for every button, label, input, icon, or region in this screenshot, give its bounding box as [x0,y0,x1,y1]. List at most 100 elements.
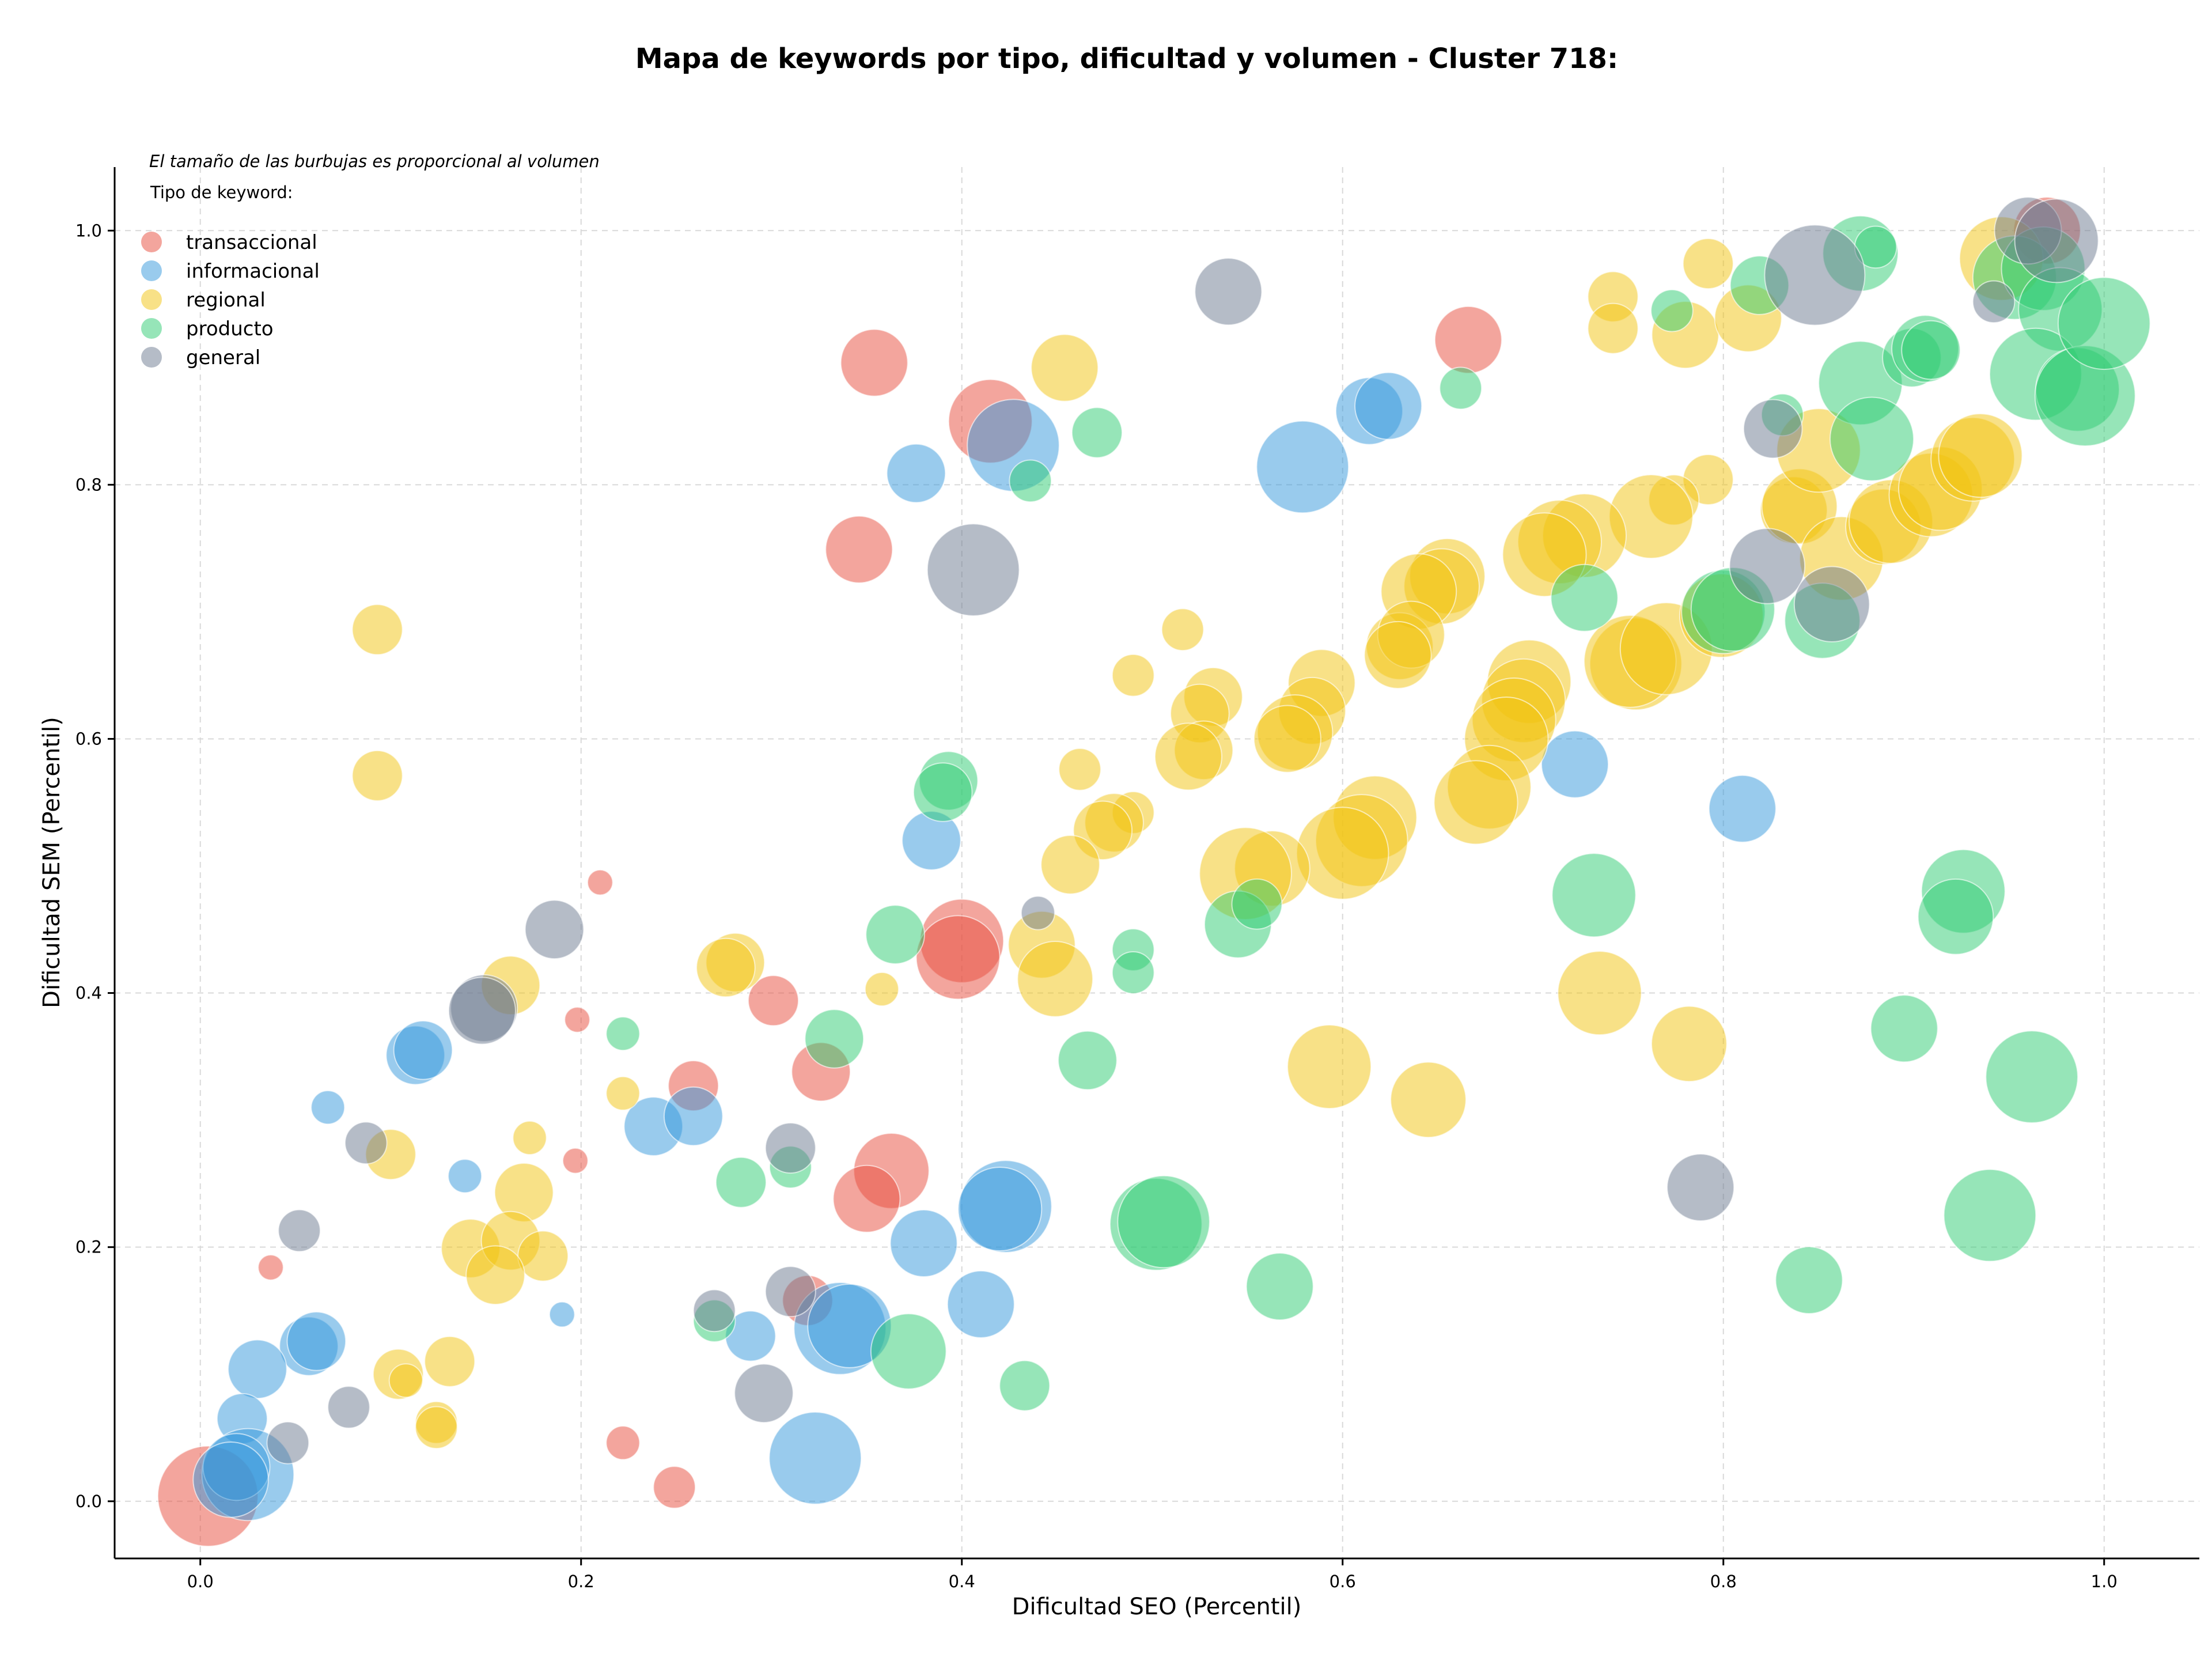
bubble-producto [605,1016,641,1051]
chart-title: Mapa de keywords por tipo, dificultad y … [635,43,1618,75]
bubble-informacional [548,1301,575,1328]
legend-label-regional: regional [186,289,266,312]
bubble-informacional [1354,372,1423,440]
bubble-regional [517,1230,569,1282]
bubble-producto [1775,1246,1843,1314]
bubble-general [2014,198,2099,283]
bubble-producto [870,1313,947,1390]
bubble-regional [1557,951,1642,1036]
bubble-general [1729,528,1806,604]
x-tick-label: 0.2 [568,1572,594,1591]
y-tick-label: 0.8 [75,475,102,494]
x-tick-label: 0.6 [1330,1572,1356,1591]
legend-label-general: general [186,346,260,369]
bubble-regional [1296,807,1389,900]
bubble-regional [1017,941,1093,1017]
bubble-regional [351,604,403,656]
bubble-informacional [1708,774,1777,843]
bubble-transaccional [257,1254,284,1281]
y-tick-label: 1.0 [75,221,102,240]
bubble-producto [999,1360,1051,1412]
legend-label-informacional: informacional [186,260,320,283]
bubble-regional [605,1076,641,1111]
bubble-regional [1938,413,2023,498]
bubble-transaccional [825,515,893,584]
legend-title: Tipo de keyword: [150,183,293,202]
bubble-regional [864,971,899,1007]
bubble-regional [465,1245,525,1305]
bubble-informacional [286,1311,347,1371]
bubble-regional [1390,1061,1467,1138]
bubble-general [1743,399,1803,459]
y-axis-label: Dificultad SEM (Percentil) [39,717,65,1008]
bubble-informacional [889,1209,958,1277]
bubble-informacional [1541,730,1609,799]
bubble-transaccional [1434,305,1502,374]
x-axis-label: Dificultad SEO (Percentil) [1012,1594,1302,1620]
bubble-regional [1111,653,1155,697]
bubble-producto [1245,1253,1314,1321]
bubble-producto [1830,396,1914,482]
bubble-informacional [393,1020,453,1080]
bubble-regional [1287,1024,1372,1109]
bubble-general [764,1122,816,1174]
bubble-general [1764,224,1866,326]
bubble-producto [715,1156,767,1208]
bubble-regional [1363,620,1432,689]
bubble-producto [865,905,925,964]
y-tick-label: 0.4 [75,983,102,1003]
bubble-producto [1009,459,1052,503]
legend-marker-general [141,347,162,368]
bubble-general [1972,280,2016,324]
bubble-informacional [886,443,946,504]
bubble-general [524,899,585,960]
bubble-informacional [310,1090,346,1125]
bubbles-layer [157,196,2151,1547]
axis-ticks: 0.0 0.2 0.4 0.6 0.8 1.0 0.0 0.2 0.4 0.6 0.8 1.0 [75,221,2118,1591]
bubble-transaccional [832,1164,901,1233]
bubble-producto [1943,1168,2037,1262]
bubble-general [448,977,516,1045]
bubble-producto [1870,994,1938,1063]
bubble-transaccional [840,328,908,397]
bubble-producto [1551,853,1637,938]
bubble-transaccional [587,869,613,896]
bubble-regional [1058,748,1101,791]
bubble-transaccional [562,1147,589,1174]
bubble-producto [1985,1030,2078,1123]
bubble-regional [1651,1005,1728,1083]
bubble-informacional [1256,420,1350,514]
bubble-transaccional [564,1007,590,1033]
bubble-producto [2057,277,2151,370]
bubble-general [278,1209,321,1253]
x-tick-label: 0.4 [949,1572,975,1591]
legend: transaccional informacional regional produc… [141,231,320,369]
bubble-producto [912,762,973,822]
bubble-transaccional [653,1466,696,1509]
bubble-regional [1031,334,1099,402]
bubble-transaccional [748,975,799,1027]
bubble-general [926,523,1020,616]
legend-marker-transaccional [141,232,162,252]
bubble-general [692,1289,736,1333]
bubble-producto [804,1009,865,1069]
bubble-informacional [192,1441,269,1518]
bubble-regional [1433,760,1518,845]
bubble-informacional [663,1086,724,1147]
bubble-producto [1550,563,1619,632]
bubble-general [266,1421,310,1465]
bubble-general [1666,1153,1735,1221]
bubble-producto [1439,366,1482,410]
bubble-regional [351,750,403,801]
bubble-informacional [228,1339,287,1399]
bubble-producto [1111,951,1155,994]
bubble-regional [1253,705,1321,773]
bubble-producto [1058,1030,1118,1091]
legend-label-transaccional: transaccional [186,231,317,254]
bubble-regional [696,937,756,998]
bubble-informacional [957,1167,1043,1251]
bubble-producto [1650,289,1694,332]
bubble-general [344,1121,388,1165]
bubble-general [764,1266,816,1318]
bubble-general [327,1386,370,1429]
